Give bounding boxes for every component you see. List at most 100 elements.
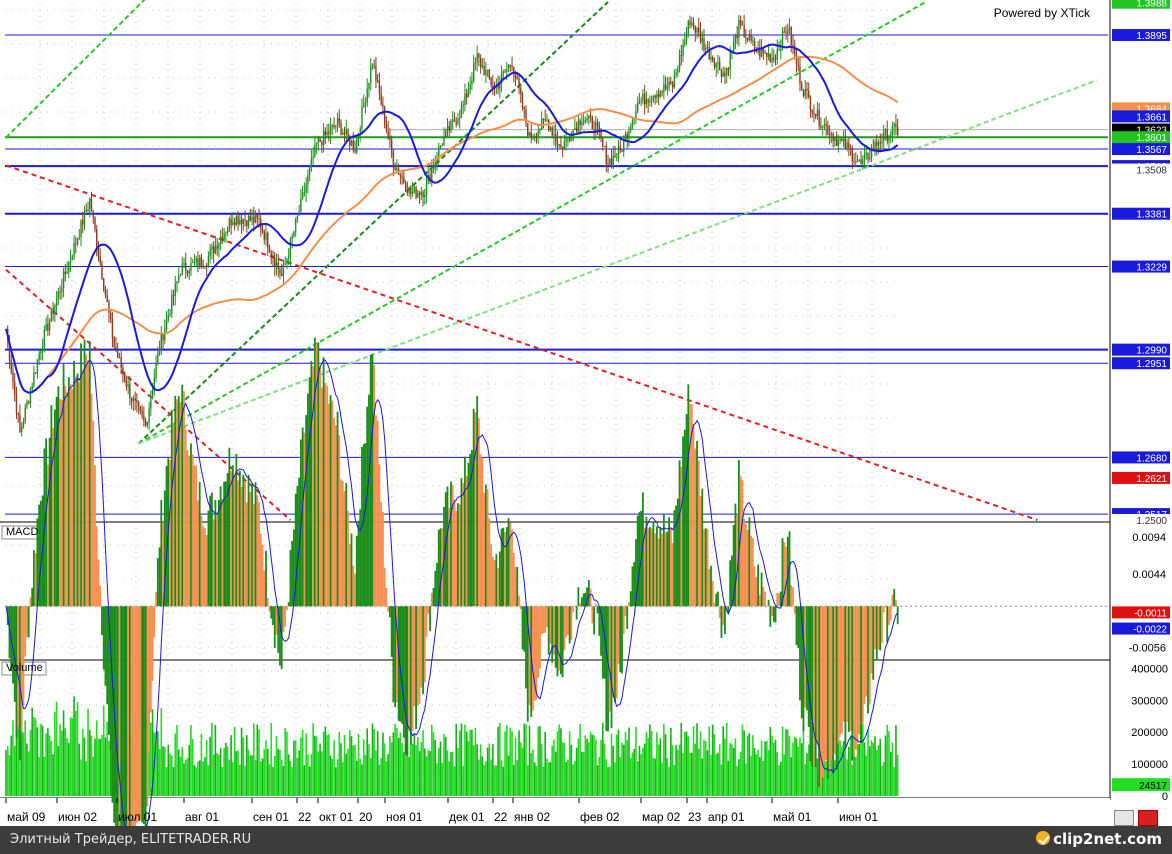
macd-bar [687, 384, 690, 607]
volume-bar [588, 742, 590, 796]
macd-bar [177, 396, 180, 607]
volume-bar [605, 759, 608, 796]
time-tick-label: фев 02 [580, 810, 620, 824]
macd-bar [867, 606, 869, 714]
price-candle-body [24, 407, 26, 422]
volume-bar [27, 751, 30, 796]
volume-bar [535, 765, 538, 796]
volume-bar [64, 728, 67, 796]
macd-bar [731, 555, 733, 607]
volume-bar [465, 731, 468, 796]
price-candle-body [394, 167, 396, 170]
volume-bar [673, 764, 676, 796]
price-label: 1.3895 [1112, 29, 1170, 42]
volume-bar [69, 717, 72, 796]
macd-bar [29, 597, 32, 607]
price-candle-body [705, 48, 707, 50]
macd-bar [626, 606, 629, 629]
volume-bar [273, 755, 276, 796]
macd-bar [20, 606, 23, 732]
price-candle-body [575, 127, 578, 132]
volume-bar [734, 738, 737, 796]
volume-bar [757, 749, 759, 796]
macd-bar [600, 606, 602, 656]
macd-bar [762, 587, 765, 607]
price-candle-body [52, 308, 54, 314]
macd-bar [546, 606, 548, 628]
volume-bar [657, 744, 660, 796]
macd-bar [139, 606, 142, 821]
price-candle-body [43, 329, 46, 348]
volume-bar [179, 756, 182, 796]
price-candle-body [666, 87, 669, 89]
macd-bar [570, 606, 573, 640]
volume-bar [786, 729, 789, 796]
macd-bar [525, 606, 527, 689]
price-candle-body [54, 305, 56, 314]
volume-bar [81, 728, 84, 796]
toggle-icon[interactable] [1114, 810, 1134, 826]
macd-bar [94, 465, 96, 607]
price-candle-body [616, 157, 618, 159]
macd-bar [245, 502, 248, 607]
macd-bar [50, 405, 53, 607]
volume-bar [486, 747, 489, 796]
footer-bar: Элитный Трейдер, ELITETRADER.RU clip2net… [0, 826, 1172, 854]
macd-tick-label: 0.0044 [1132, 569, 1166, 581]
volume-bar [240, 727, 243, 796]
macd-bar [818, 606, 821, 787]
volume-bar [209, 736, 211, 796]
volume-bar [636, 761, 639, 796]
price-candle-body [125, 380, 128, 387]
macd-bar [137, 606, 140, 821]
price-candle-body [90, 198, 93, 212]
macd-bar [422, 606, 424, 694]
volume-bar [373, 728, 375, 796]
volume-bar [759, 757, 761, 796]
macd-bar [319, 365, 321, 607]
price-candle-body [661, 91, 663, 93]
volume-bar [560, 728, 562, 796]
price-candle-body [657, 94, 660, 97]
price-candle-body [219, 237, 222, 243]
volume-bar [868, 746, 871, 796]
volume-bar [427, 749, 430, 796]
macd-bar [284, 606, 287, 627]
volume-bar [629, 757, 632, 796]
macd-bar [256, 495, 259, 607]
macd-bar [830, 606, 833, 760]
volume-bar [493, 765, 496, 796]
volume-bar [554, 751, 557, 796]
volume-bar [61, 730, 63, 796]
price-candle-body [82, 220, 84, 225]
macd-bar [40, 500, 42, 607]
price-candle-body [532, 137, 534, 139]
macd-bar [767, 599, 770, 607]
price-candle-body [99, 256, 101, 264]
macd-bar [802, 606, 805, 732]
macd-bar [490, 543, 493, 607]
volume-bar [151, 709, 154, 796]
price-candle-body [345, 129, 347, 134]
price-candle-body [886, 129, 888, 142]
macd-bar [462, 482, 465, 607]
price-candle-body [589, 115, 592, 119]
volume-bar [790, 757, 793, 796]
volume-bar [472, 745, 475, 796]
macd-bar [785, 546, 787, 607]
price-candle-body [630, 127, 632, 131]
macd-bar [275, 606, 278, 635]
price-candle-body [38, 353, 40, 360]
price-candle-body [200, 257, 203, 266]
price-chart[interactable]: 0.00940.0044-0.0056400000300000200000100… [0, 0, 1172, 826]
macd-bar [851, 606, 854, 761]
price-candle-body [582, 120, 585, 123]
volume-bar [385, 761, 388, 796]
price-candle-body [797, 64, 799, 66]
macd-bar [287, 602, 290, 607]
price-label-text: 1.3229 [1136, 263, 1167, 274]
close-icon[interactable] [1138, 810, 1158, 826]
price-candle-body [720, 70, 723, 77]
macd-bar [551, 606, 554, 663]
volume-bar [607, 767, 609, 796]
